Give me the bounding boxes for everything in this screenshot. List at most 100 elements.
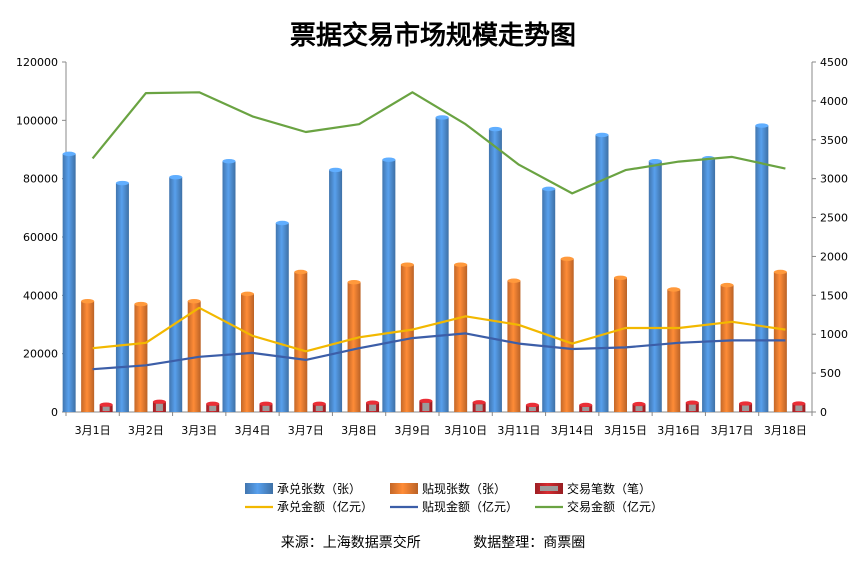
bar-discount-count xyxy=(720,285,734,412)
left-tick-label: 100000 xyxy=(16,114,58,127)
bar-2-group xyxy=(99,402,113,412)
bar-top-cap xyxy=(152,399,166,404)
chart-title: 票据交易市场规模走势图 xyxy=(290,20,576,51)
bar-0-group xyxy=(329,167,343,412)
bar-inner-fill xyxy=(742,405,750,411)
series-line xyxy=(91,91,786,195)
bar-top-cap xyxy=(525,402,539,408)
compiler-note: 数据整理：商票圈 xyxy=(473,535,586,551)
x-tick-label: 3月7日 xyxy=(288,424,324,437)
bar-top-cap xyxy=(400,262,414,267)
bar-0-group xyxy=(115,180,129,412)
bar-inner-fill xyxy=(582,407,590,411)
bar-acceptance-count xyxy=(542,188,556,412)
legend-label: 承兑金额（亿元） xyxy=(277,499,373,514)
right-tick-label: 1500 xyxy=(820,289,848,302)
left-tick-label: 120000 xyxy=(16,56,58,69)
bar-top-cap xyxy=(62,151,76,157)
right-tick-label: 2500 xyxy=(820,212,848,225)
x-axis-labels: 3月1日 3月2日 3月3日 3月4日 3月7日 3月8日 3月9日 3月10日 3月11日 3月… xyxy=(75,424,807,437)
chart-bars xyxy=(62,115,806,413)
bar-0-group xyxy=(648,158,662,412)
bar-1-group xyxy=(454,262,468,412)
bar-top-cap xyxy=(347,280,361,285)
bar-1-group xyxy=(81,298,95,412)
bar-2-group xyxy=(685,400,699,412)
legend-swatch xyxy=(245,483,273,494)
bar-2-group xyxy=(312,401,326,412)
bar-0-group xyxy=(595,132,609,412)
bar-2-group xyxy=(206,401,220,412)
bar-discount-count xyxy=(134,304,148,412)
bar-top-cap xyxy=(614,275,627,281)
right-tick-label: 0 xyxy=(820,406,827,419)
left-tick-label: 80000 xyxy=(23,173,58,186)
bar-inner-fill xyxy=(262,405,270,411)
legend-label: 交易笔数（笔） xyxy=(567,481,651,496)
bar-2-group xyxy=(792,401,806,412)
bar-0-group xyxy=(435,115,449,413)
legend-item: 交易笔数（笔） xyxy=(535,481,651,496)
bar-1-group xyxy=(187,298,201,412)
footer: 来源：上海数据票交所 数据整理：商票圈 xyxy=(0,532,866,552)
bar-inner-fill xyxy=(635,406,643,411)
legend-item: 承兑张数（张） xyxy=(245,481,361,496)
bar-acceptance-count xyxy=(488,129,502,413)
series-line xyxy=(92,332,786,371)
right-tick-label: 2000 xyxy=(820,250,848,263)
bar-top-cap xyxy=(488,126,502,132)
x-tick-label: 3月1日 xyxy=(75,424,111,437)
bar-acceptance-count xyxy=(62,153,76,412)
bar-top-cap xyxy=(419,398,433,404)
bar-top-cap xyxy=(667,287,681,292)
bar-top-cap xyxy=(294,269,308,275)
bar-top-cap xyxy=(99,402,113,407)
bar-top-cap xyxy=(329,167,343,173)
bar-top-cap xyxy=(579,402,593,408)
bar-2-group xyxy=(472,400,486,412)
bar-1-group xyxy=(347,280,361,412)
bar-0-group xyxy=(62,151,76,412)
bar-acceptance-count xyxy=(755,125,769,412)
bar-0-group xyxy=(488,126,502,413)
bar-top-cap xyxy=(685,400,699,405)
legend-item: 贴现金额（亿元） xyxy=(390,499,518,514)
bar-top-cap xyxy=(454,262,468,267)
legend-label: 承兑张数（张） xyxy=(277,481,361,496)
left-tick-label: 40000 xyxy=(23,289,58,302)
right-tick-label: 3000 xyxy=(820,173,848,186)
bar-discount-count xyxy=(560,258,574,412)
bar-top-cap xyxy=(366,400,380,405)
bar-acceptance-count xyxy=(702,158,716,412)
bar-2-group xyxy=(632,401,646,412)
bar-2-group xyxy=(366,400,380,412)
bar-0-group xyxy=(382,157,396,412)
bar-top-cap xyxy=(632,401,646,407)
legend-item: 贴现张数（张） xyxy=(390,481,506,496)
bar-1-group xyxy=(667,287,681,412)
x-tick-label: 3月10日 xyxy=(444,424,487,437)
chart-lines xyxy=(91,91,786,371)
bar-top-cap xyxy=(507,278,521,283)
bar-discount-count xyxy=(454,264,468,412)
bar-top-cap xyxy=(115,180,129,186)
bar-top-cap xyxy=(755,123,769,128)
x-tick-label: 3月9日 xyxy=(394,424,430,437)
bar-1-group xyxy=(773,269,787,412)
left-tick-label: 0 xyxy=(51,406,58,419)
series-line xyxy=(92,306,786,353)
bar-2-group xyxy=(739,401,753,412)
bar-top-cap xyxy=(241,291,254,297)
right-tick-label: 500 xyxy=(820,367,841,380)
right-tick-label: 3500 xyxy=(820,134,848,147)
bar-inner-fill xyxy=(209,405,217,411)
bar-1-group xyxy=(294,269,308,412)
left-tick-label: 20000 xyxy=(23,348,58,361)
legend-label: 贴现张数（张） xyxy=(422,481,506,496)
bar-top-cap xyxy=(382,157,396,162)
bar-acceptance-count xyxy=(329,169,343,412)
bar-top-cap xyxy=(206,401,220,407)
bar-discount-count xyxy=(507,280,521,412)
x-tick-label: 3月14日 xyxy=(551,424,594,437)
